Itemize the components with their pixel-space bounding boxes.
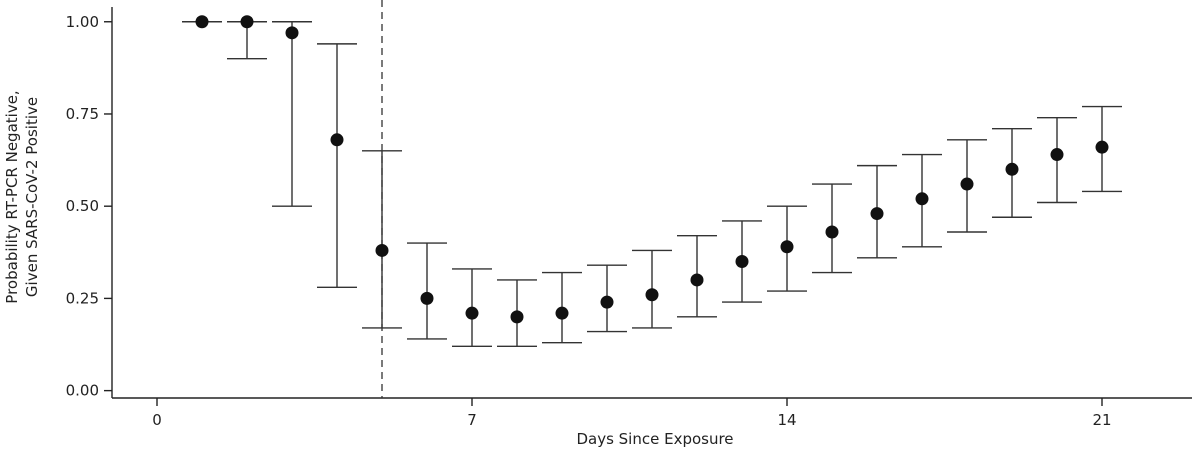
data-point — [375, 243, 389, 257]
x-tick-label: 7 — [467, 411, 477, 429]
y-axis-title-line-2: Given SARS-CoV-2 Positive — [23, 97, 41, 297]
data-point — [960, 177, 974, 191]
x-tick-label: 21 — [1092, 411, 1111, 429]
data-point — [195, 15, 209, 29]
data-point — [285, 26, 299, 40]
data-point — [510, 310, 524, 324]
y-tick-label: 0.00 — [66, 382, 99, 400]
x-tick-label: 0 — [152, 411, 162, 429]
y-tick-label: 0.75 — [66, 105, 99, 123]
data-point — [555, 306, 569, 320]
data-point — [690, 273, 704, 287]
data-point — [1050, 148, 1064, 162]
data-point — [780, 240, 794, 254]
data-point — [645, 288, 659, 302]
data-point — [735, 255, 749, 269]
ticks: 0.00 0.25 0.50 0.75 1.00 0 7 14 21 — [66, 13, 1112, 429]
y-tick-label: 1.00 — [66, 13, 99, 31]
marks — [182, 0, 1122, 398]
y-tick-label: 0.50 — [66, 197, 99, 215]
data-point — [825, 225, 839, 239]
data-point — [915, 192, 929, 206]
y-axis-title-line-1: Probability RT-PCR Negative, — [3, 90, 21, 303]
data-point — [420, 291, 434, 305]
data-point — [600, 295, 614, 309]
y-tick-label: 0.25 — [66, 289, 99, 307]
data-point — [240, 15, 254, 29]
data-point — [330, 133, 344, 147]
x-tick-label: 14 — [777, 411, 796, 429]
axes — [111, 7, 1192, 399]
data-point — [465, 306, 479, 320]
y-axis-title: Probability RT-PCR Negative, Given SARS-… — [3, 90, 41, 303]
data-point — [1005, 162, 1019, 176]
data-point — [1095, 140, 1109, 154]
data-point — [870, 207, 884, 221]
x-axis-title: Days Since Exposure — [576, 430, 733, 448]
